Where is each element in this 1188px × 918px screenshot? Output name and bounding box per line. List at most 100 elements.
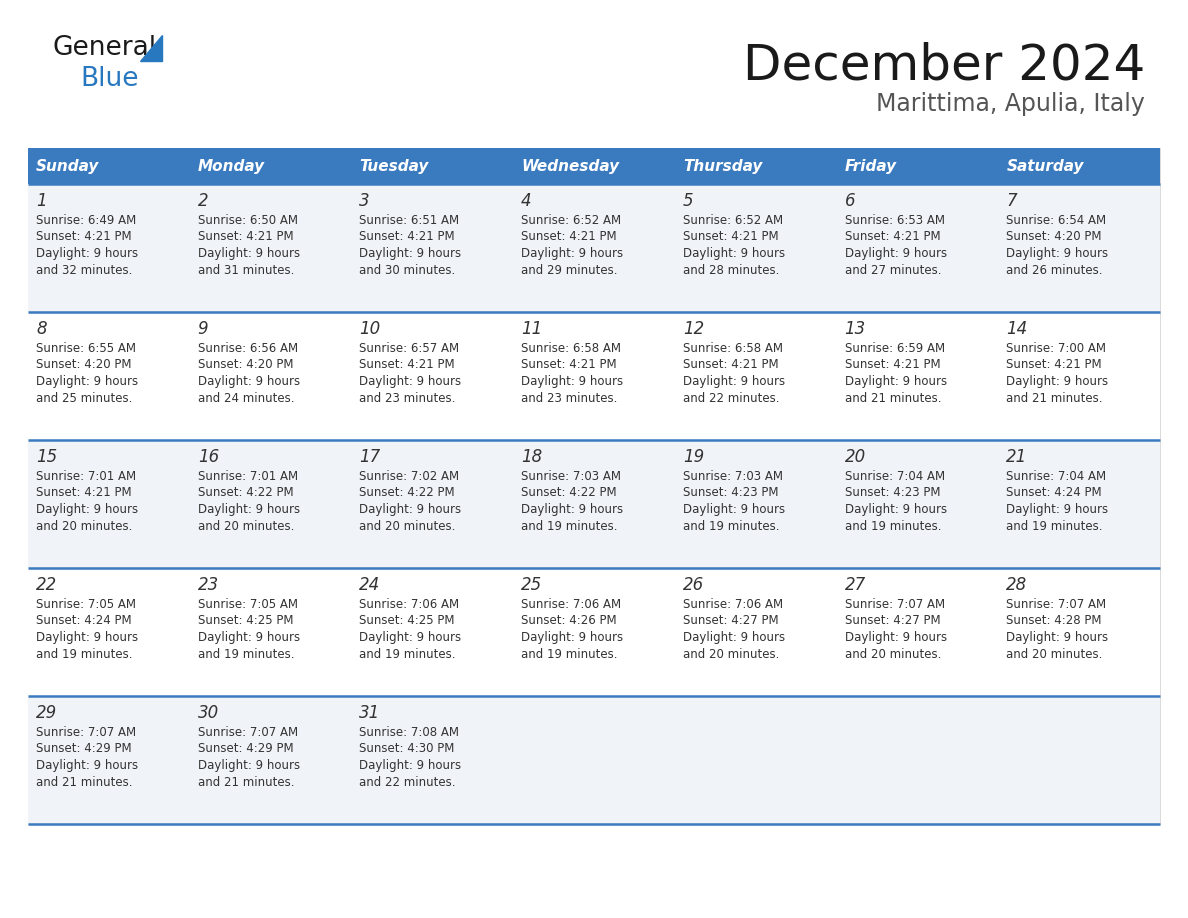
Text: Daylight: 9 hours: Daylight: 9 hours: [360, 759, 462, 772]
Text: Daylight: 9 hours: Daylight: 9 hours: [36, 759, 138, 772]
Text: Sunset: 4:24 PM: Sunset: 4:24 PM: [1006, 487, 1102, 499]
Text: Daylight: 9 hours: Daylight: 9 hours: [197, 759, 299, 772]
Bar: [998, 568, 1159, 696]
Text: Sunrise: 7:06 AM: Sunrise: 7:06 AM: [683, 598, 783, 611]
Text: Daylight: 9 hours: Daylight: 9 hours: [683, 503, 785, 516]
Text: Daylight: 9 hours: Daylight: 9 hours: [845, 375, 947, 388]
Text: Saturday: Saturday: [1006, 159, 1083, 174]
Text: 4: 4: [522, 192, 532, 210]
Bar: [836, 568, 998, 696]
Text: General: General: [52, 35, 156, 61]
Bar: [675, 440, 836, 568]
Text: and 29 minutes.: and 29 minutes.: [522, 263, 618, 276]
Text: Sunrise: 6:51 AM: Sunrise: 6:51 AM: [360, 214, 460, 227]
Text: Sunrise: 7:04 AM: Sunrise: 7:04 AM: [1006, 470, 1106, 483]
Text: Sunrise: 7:08 AM: Sunrise: 7:08 AM: [360, 726, 460, 739]
Text: Sunrise: 6:49 AM: Sunrise: 6:49 AM: [36, 214, 137, 227]
Bar: [190, 568, 352, 696]
Text: 26: 26: [683, 576, 704, 594]
Bar: [836, 312, 998, 440]
Text: 29: 29: [36, 704, 57, 722]
Bar: [675, 568, 836, 696]
Text: Sunset: 4:21 PM: Sunset: 4:21 PM: [1006, 359, 1102, 372]
Text: and 20 minutes.: and 20 minutes.: [845, 647, 941, 660]
Text: Daylight: 9 hours: Daylight: 9 hours: [36, 375, 138, 388]
Bar: [998, 148, 1159, 184]
Text: 9: 9: [197, 320, 208, 338]
Text: 16: 16: [197, 448, 219, 466]
Text: 3: 3: [360, 192, 369, 210]
Text: Sunset: 4:21 PM: Sunset: 4:21 PM: [683, 359, 778, 372]
Text: Sunrise: 6:53 AM: Sunrise: 6:53 AM: [845, 214, 944, 227]
Bar: [513, 440, 675, 568]
Text: 20: 20: [845, 448, 866, 466]
Bar: [29, 568, 190, 696]
Text: and 22 minutes.: and 22 minutes.: [683, 391, 779, 405]
Text: Daylight: 9 hours: Daylight: 9 hours: [197, 375, 299, 388]
Text: 14: 14: [1006, 320, 1028, 338]
Bar: [675, 184, 836, 312]
Bar: [998, 184, 1159, 312]
Text: and 19 minutes.: and 19 minutes.: [522, 520, 618, 532]
Text: Sunset: 4:25 PM: Sunset: 4:25 PM: [197, 614, 293, 628]
Bar: [352, 184, 513, 312]
Text: and 19 minutes.: and 19 minutes.: [845, 520, 941, 532]
Text: and 20 minutes.: and 20 minutes.: [197, 520, 295, 532]
Text: 27: 27: [845, 576, 866, 594]
Text: 30: 30: [197, 704, 219, 722]
Bar: [352, 696, 513, 824]
Text: and 21 minutes.: and 21 minutes.: [197, 776, 295, 789]
Text: 31: 31: [360, 704, 380, 722]
Text: Sunrise: 7:07 AM: Sunrise: 7:07 AM: [1006, 598, 1106, 611]
Text: Sunset: 4:27 PM: Sunset: 4:27 PM: [845, 614, 940, 628]
Text: Blue: Blue: [80, 66, 139, 92]
Text: Sunset: 4:21 PM: Sunset: 4:21 PM: [845, 359, 940, 372]
Text: Daylight: 9 hours: Daylight: 9 hours: [1006, 631, 1108, 644]
Text: Daylight: 9 hours: Daylight: 9 hours: [845, 631, 947, 644]
Text: and 23 minutes.: and 23 minutes.: [360, 391, 456, 405]
Text: 18: 18: [522, 448, 543, 466]
Bar: [513, 148, 675, 184]
Text: 11: 11: [522, 320, 543, 338]
Text: Daylight: 9 hours: Daylight: 9 hours: [36, 503, 138, 516]
Text: Sunset: 4:30 PM: Sunset: 4:30 PM: [360, 743, 455, 756]
Text: Tuesday: Tuesday: [360, 159, 429, 174]
Bar: [190, 312, 352, 440]
Text: 28: 28: [1006, 576, 1028, 594]
Text: Sunrise: 7:02 AM: Sunrise: 7:02 AM: [360, 470, 460, 483]
Text: Sunrise: 6:56 AM: Sunrise: 6:56 AM: [197, 342, 298, 355]
Text: 12: 12: [683, 320, 704, 338]
Bar: [513, 312, 675, 440]
Text: and 19 minutes.: and 19 minutes.: [1006, 520, 1102, 532]
Text: Sunrise: 7:07 AM: Sunrise: 7:07 AM: [845, 598, 944, 611]
Text: Sunset: 4:21 PM: Sunset: 4:21 PM: [197, 230, 293, 243]
Text: and 20 minutes.: and 20 minutes.: [360, 520, 456, 532]
Bar: [29, 440, 190, 568]
Text: Sunrise: 6:55 AM: Sunrise: 6:55 AM: [36, 342, 135, 355]
Text: Sunrise: 7:07 AM: Sunrise: 7:07 AM: [36, 726, 137, 739]
Text: Sunrise: 6:58 AM: Sunrise: 6:58 AM: [683, 342, 783, 355]
Text: Daylight: 9 hours: Daylight: 9 hours: [522, 631, 624, 644]
Text: Sunrise: 7:05 AM: Sunrise: 7:05 AM: [36, 598, 135, 611]
Bar: [836, 440, 998, 568]
Text: Friday: Friday: [845, 159, 897, 174]
Text: Sunset: 4:21 PM: Sunset: 4:21 PM: [360, 230, 455, 243]
Text: Sunrise: 7:04 AM: Sunrise: 7:04 AM: [845, 470, 944, 483]
Bar: [352, 440, 513, 568]
Text: Sunrise: 7:01 AM: Sunrise: 7:01 AM: [36, 470, 137, 483]
Text: Daylight: 9 hours: Daylight: 9 hours: [845, 247, 947, 260]
Bar: [29, 696, 190, 824]
Bar: [29, 148, 190, 184]
Text: Daylight: 9 hours: Daylight: 9 hours: [522, 247, 624, 260]
Text: Wednesday: Wednesday: [522, 159, 619, 174]
Text: Sunset: 4:21 PM: Sunset: 4:21 PM: [360, 359, 455, 372]
Text: Sunset: 4:21 PM: Sunset: 4:21 PM: [36, 230, 132, 243]
Bar: [513, 696, 675, 824]
Text: Sunset: 4:21 PM: Sunset: 4:21 PM: [845, 230, 940, 243]
Text: and 27 minutes.: and 27 minutes.: [845, 263, 941, 276]
Text: and 23 minutes.: and 23 minutes.: [522, 391, 618, 405]
Text: and 19 minutes.: and 19 minutes.: [683, 520, 779, 532]
Text: and 20 minutes.: and 20 minutes.: [1006, 647, 1102, 660]
Text: Daylight: 9 hours: Daylight: 9 hours: [197, 247, 299, 260]
Text: Sunset: 4:22 PM: Sunset: 4:22 PM: [360, 487, 455, 499]
